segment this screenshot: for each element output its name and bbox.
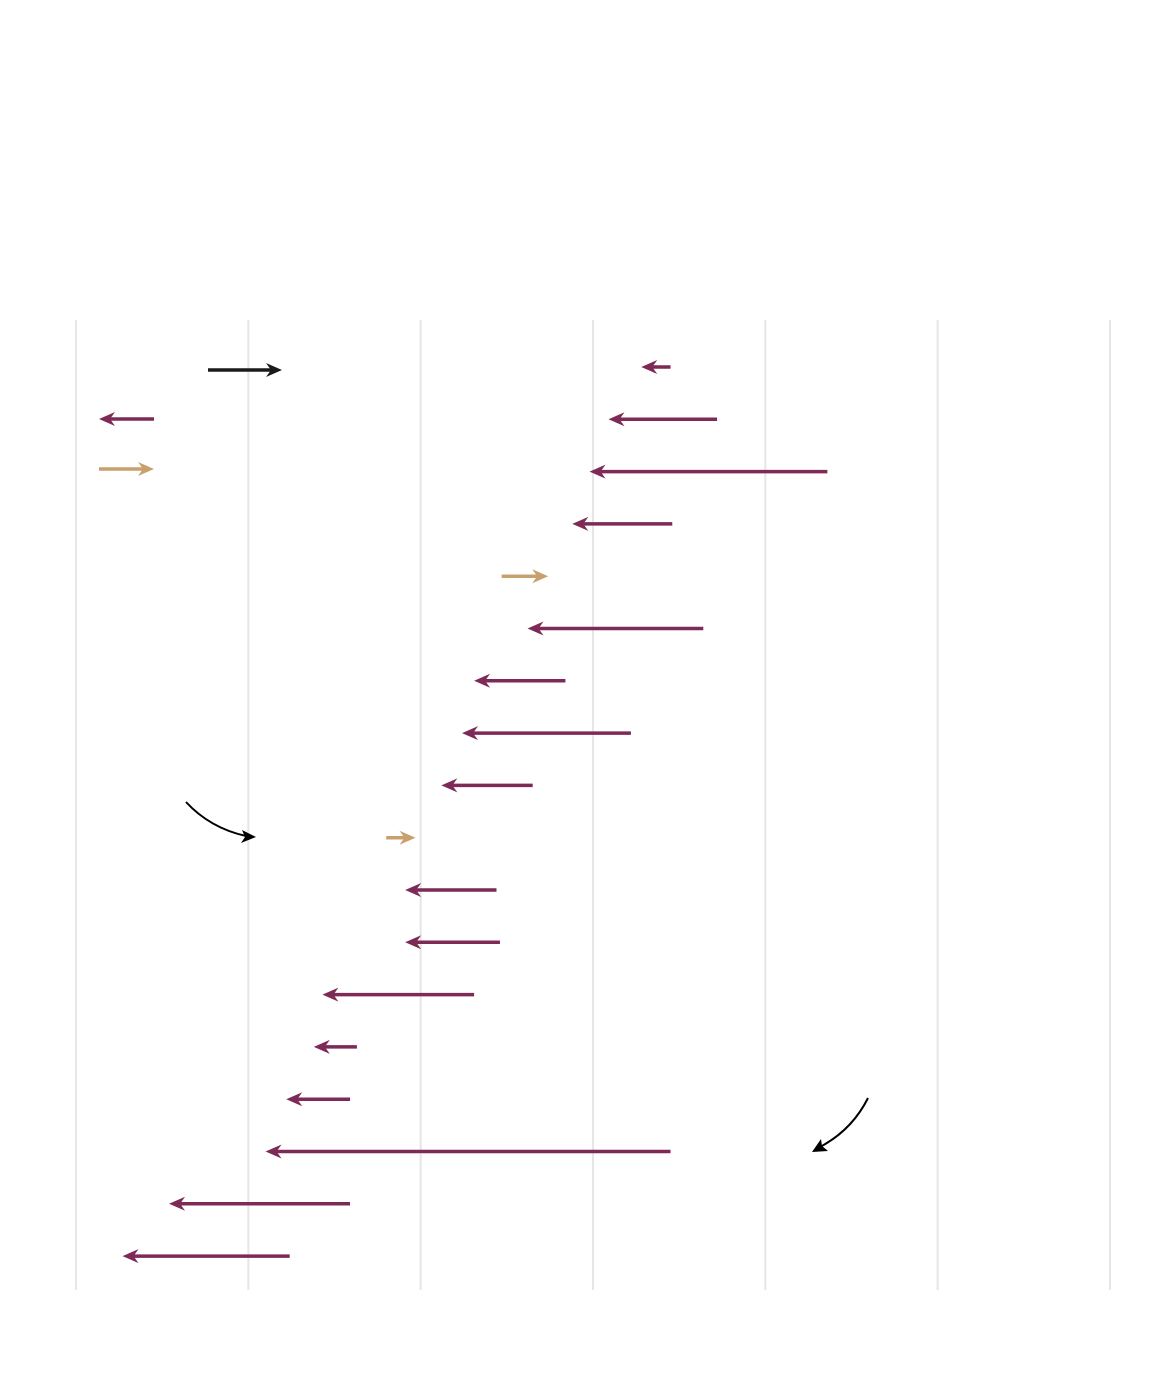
arrow-row-11 xyxy=(405,935,500,950)
arrow-row-13 xyxy=(313,1039,357,1054)
legend xyxy=(99,363,282,476)
annotations xyxy=(185,801,869,1152)
arrow-marks xyxy=(122,360,828,1264)
arrow-row-6-head xyxy=(474,673,491,688)
arrow-row-17 xyxy=(122,1249,290,1264)
arrow-row-3-head xyxy=(572,516,589,531)
arrow-row-2-head xyxy=(589,464,606,479)
arrow-row-5 xyxy=(527,621,704,636)
arrow-row-15-head xyxy=(265,1144,282,1159)
arrow-row-10-head xyxy=(405,883,422,897)
arrow-row-15 xyxy=(265,1144,671,1159)
arrow-row-0 xyxy=(641,360,671,374)
annotation-pointer-left-head xyxy=(241,830,256,843)
arrow-row-1-head xyxy=(608,412,625,427)
arrow-row-4 xyxy=(501,569,549,584)
legend-arrow-increase xyxy=(99,462,154,476)
arrow-row-8 xyxy=(441,778,533,793)
annotation-pointer-left-curve xyxy=(185,801,247,837)
arrow-row-7-head xyxy=(462,726,479,741)
arrow-row-2 xyxy=(589,464,828,479)
arrow-row-8-head xyxy=(441,778,458,793)
arrow-row-14-head xyxy=(286,1092,303,1107)
legend-arrow-direction-head xyxy=(266,363,282,377)
arrow-row-16-head xyxy=(169,1196,186,1211)
arrow-row-17-head xyxy=(122,1249,139,1264)
arrow-row-16 xyxy=(169,1196,351,1211)
arrow-row-13-head xyxy=(313,1039,330,1054)
legend-arrow-direction xyxy=(208,363,282,377)
gridlines xyxy=(75,320,1111,1290)
arrow-row-4-head xyxy=(532,569,549,584)
arrow-row-12 xyxy=(322,987,475,1002)
arrow-row-11-head xyxy=(405,935,422,950)
annotation-pointer-right-head xyxy=(812,1139,828,1152)
arrow-row-14 xyxy=(286,1092,351,1107)
legend-arrow-decrease-head xyxy=(99,412,115,426)
arrow-row-12-head xyxy=(322,987,339,1002)
arrow-row-3 xyxy=(572,516,673,531)
annotation-pointer-right-curve xyxy=(819,1097,869,1148)
arrow-row-0-head xyxy=(641,360,658,374)
arrow-row-9 xyxy=(386,830,416,845)
legend-arrow-increase-head xyxy=(138,462,154,476)
arrow-row-1 xyxy=(608,412,718,427)
arrow-row-9-head xyxy=(399,830,416,845)
arrow-row-7 xyxy=(462,726,631,741)
arrow-row-6 xyxy=(474,673,566,688)
legend-arrow-decrease xyxy=(99,412,154,426)
arrow-row-5-head xyxy=(527,621,544,636)
arrow-row-10 xyxy=(405,883,497,897)
